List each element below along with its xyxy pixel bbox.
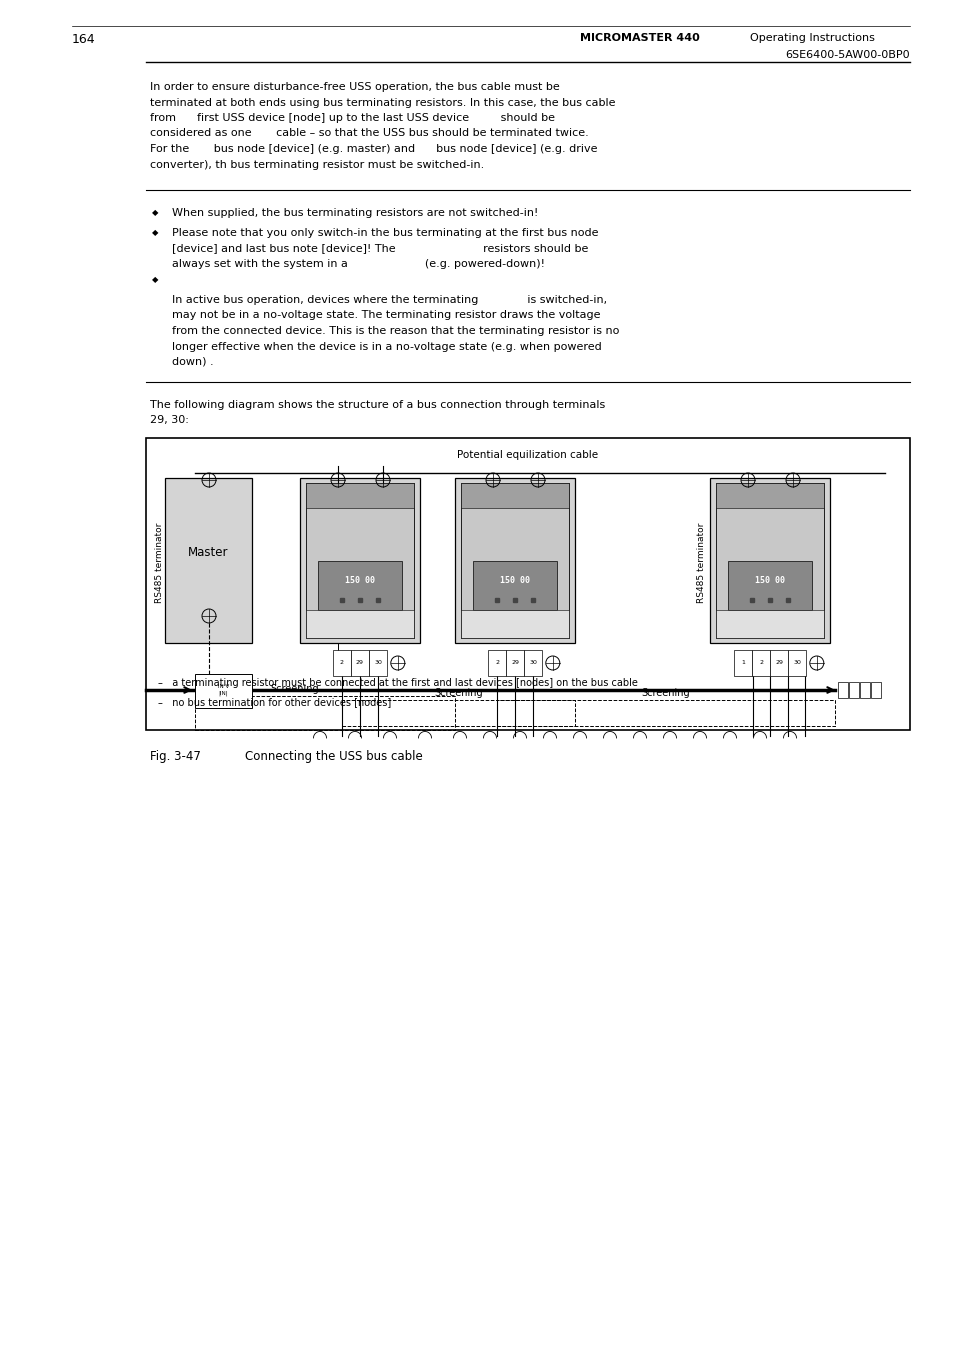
- Text: 29: 29: [355, 661, 364, 666]
- Text: Master: Master: [188, 546, 229, 559]
- Text: terminated at both ends using bus terminating resistors. In this case, the bus c: terminated at both ends using bus termin…: [150, 97, 615, 108]
- Bar: [709, 478, 829, 643]
- Text: The following diagram shows the structure of a bus connection through terminals: The following diagram shows the structur…: [150, 400, 604, 409]
- Bar: [787, 650, 805, 676]
- Text: Fig. 3-47: Fig. 3-47: [150, 750, 201, 763]
- Text: down) .: down) .: [172, 357, 213, 367]
- Text: always set with the system in a                      (e.g. powered-down)!: always set with the system in a (e.g. po…: [172, 259, 544, 269]
- Bar: [460, 482, 568, 638]
- Text: In active bus operation, devices where the terminating              is switched-: In active bus operation, devices where t…: [172, 295, 606, 305]
- Bar: [146, 438, 909, 730]
- Text: When supplied, the bus terminating resistors are not switched-in!: When supplied, the bus terminating resis…: [172, 208, 537, 218]
- Text: considered as one       cable – so that the USS bus should be terminated twice.: considered as one cable – so that the US…: [150, 128, 588, 139]
- Bar: [165, 478, 252, 643]
- Bar: [769, 650, 787, 676]
- Text: 30: 30: [374, 661, 381, 666]
- Bar: [870, 682, 880, 698]
- Text: Connecting the USS bus cable: Connecting the USS bus cable: [245, 750, 422, 763]
- Text: 29, 30:: 29, 30:: [150, 416, 189, 426]
- Text: –   no bus termination for other devices [nodes]: – no bus termination for other devices […: [158, 697, 391, 707]
- Bar: [194, 696, 455, 730]
- Text: 29: 29: [511, 661, 518, 666]
- Text: from      first USS device [node] up to the last USS device         should be: from first USS device [node] up to the l…: [150, 113, 555, 123]
- Bar: [848, 682, 858, 698]
- Bar: [497, 700, 834, 725]
- Bar: [299, 478, 419, 643]
- Bar: [306, 482, 414, 638]
- Text: 2: 2: [759, 661, 762, 666]
- Bar: [455, 478, 575, 643]
- Text: may not be in a no-voltage state. The terminating resistor draws the voltage: may not be in a no-voltage state. The te…: [172, 311, 599, 320]
- Text: 30: 30: [529, 661, 537, 666]
- Text: For the       bus node [device] (e.g. master) and      bus node [device] (e.g. d: For the bus node [device] (e.g. master) …: [150, 145, 597, 154]
- Bar: [351, 650, 369, 676]
- Text: IN V
|IN|: IN V |IN|: [217, 685, 229, 696]
- Text: 30: 30: [792, 661, 801, 666]
- Text: Screening: Screening: [271, 684, 319, 694]
- Text: from the connected device. This is the reason that the terminating resistor is n: from the connected device. This is the r…: [172, 326, 618, 336]
- Text: In order to ensure disturbance-free USS operation, the bus cable must be: In order to ensure disturbance-free USS …: [150, 82, 559, 92]
- Bar: [859, 682, 869, 698]
- Text: Operating Instructions: Operating Instructions: [749, 32, 874, 43]
- Bar: [317, 561, 401, 611]
- Bar: [306, 611, 414, 638]
- Text: Please note that you only switch-in the bus terminating at the first bus node: Please note that you only switch-in the …: [172, 228, 598, 238]
- Bar: [523, 650, 541, 676]
- Bar: [751, 650, 769, 676]
- Bar: [369, 650, 387, 676]
- Bar: [333, 650, 351, 676]
- Text: ◆: ◆: [152, 228, 158, 236]
- Text: Potential equilization cable: Potential equilization cable: [456, 450, 598, 459]
- Text: 150 00: 150 00: [754, 576, 784, 585]
- Bar: [716, 482, 823, 638]
- Text: 164: 164: [71, 32, 95, 46]
- Bar: [837, 682, 847, 698]
- Text: [device] and last bus note [device]! The                         resistors shoul: [device] and last bus note [device]! The…: [172, 243, 588, 254]
- Text: Screening: Screening: [434, 688, 482, 698]
- Text: 2: 2: [495, 661, 498, 666]
- Text: 1: 1: [740, 661, 744, 666]
- Bar: [488, 650, 505, 676]
- Bar: [460, 482, 568, 508]
- Text: longer effective when the device is in a no-voltage state (e.g. when powered: longer effective when the device is in a…: [172, 342, 601, 351]
- Bar: [505, 650, 523, 676]
- Text: 2: 2: [339, 661, 344, 666]
- Text: –   a terminating resistor must be connected at the first and last devices [node: – a terminating resistor must be connect…: [158, 678, 638, 688]
- Bar: [716, 482, 823, 508]
- Text: ◆: ◆: [152, 276, 158, 284]
- Text: 150 00: 150 00: [499, 576, 530, 585]
- Text: MICROMASTER 440: MICROMASTER 440: [579, 32, 699, 43]
- Bar: [306, 482, 414, 508]
- Bar: [194, 674, 252, 708]
- Text: RS485 terminator: RS485 terminator: [155, 523, 164, 603]
- Text: RS485 terminator: RS485 terminator: [697, 523, 706, 603]
- Text: Screening: Screening: [641, 688, 690, 698]
- Text: converter), th bus terminating resistor must be switched-in.: converter), th bus terminating resistor …: [150, 159, 484, 169]
- Text: 150 00: 150 00: [345, 576, 375, 585]
- Bar: [460, 611, 568, 638]
- Bar: [716, 611, 823, 638]
- Bar: [341, 700, 575, 725]
- Bar: [473, 561, 557, 611]
- Text: 6SE6400-5AW00-0BP0: 6SE6400-5AW00-0BP0: [784, 50, 909, 59]
- Bar: [727, 561, 811, 611]
- Text: ◆: ◆: [152, 208, 158, 218]
- Bar: [733, 650, 751, 676]
- Text: 29: 29: [774, 661, 782, 666]
